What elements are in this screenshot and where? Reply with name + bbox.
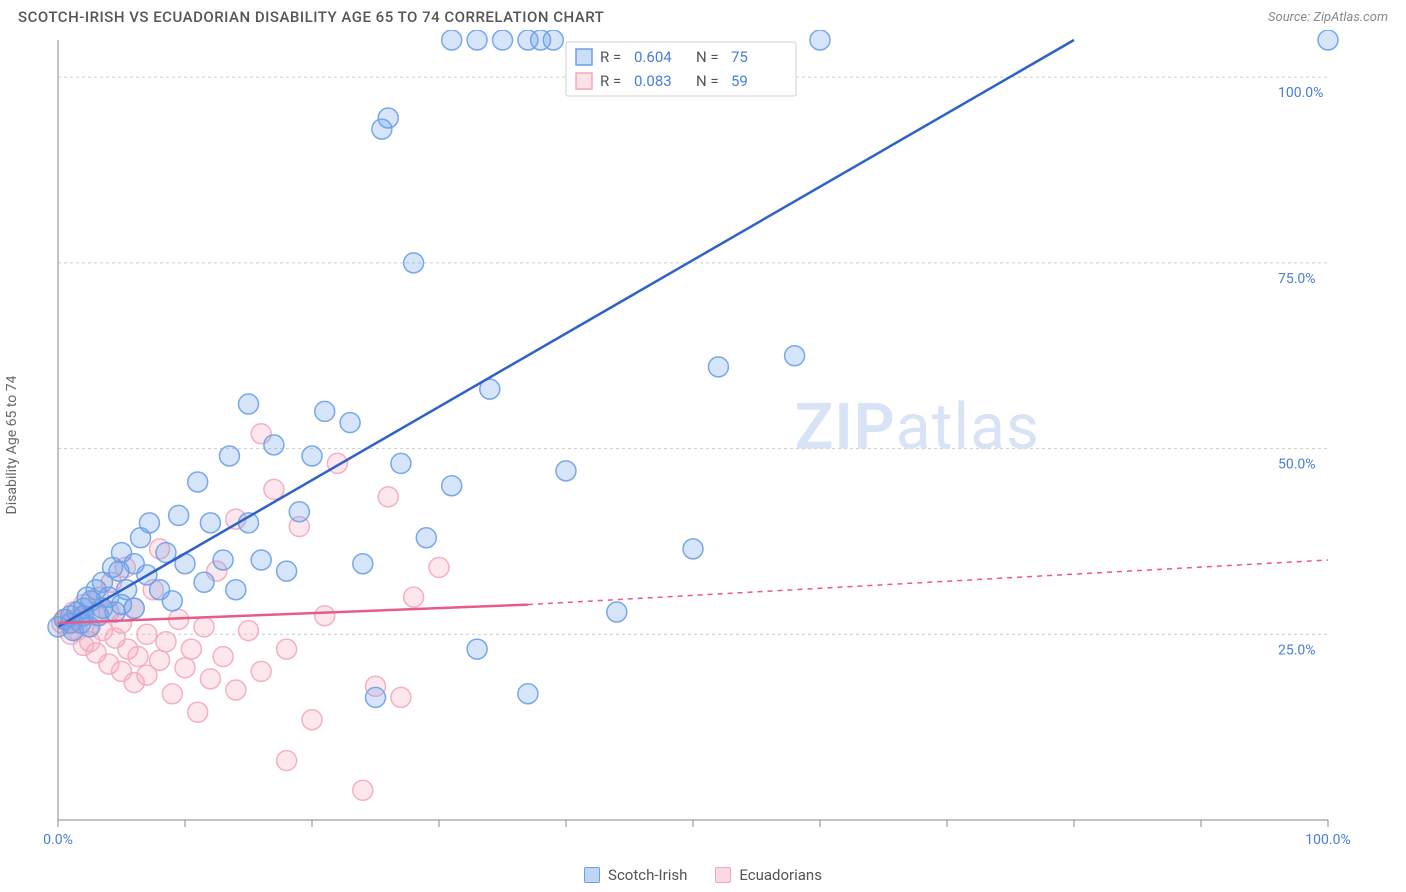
stats-n-label-a: N =	[696, 48, 719, 66]
stats-r-label-a: R =	[600, 48, 621, 66]
data-point	[467, 639, 487, 659]
data-point	[404, 253, 424, 273]
data-point	[518, 684, 538, 704]
data-point	[289, 502, 309, 522]
legend-label-b: Ecuadorians	[739, 866, 822, 884]
data-point	[429, 557, 449, 577]
source-name: ZipAtlas.com	[1313, 10, 1388, 25]
source: Source: ZipAtlas.com	[1268, 10, 1388, 25]
stats-swatch-a	[576, 49, 592, 65]
data-point	[378, 108, 398, 128]
y-tick-label: 75.0%	[1278, 271, 1316, 287]
data-point	[251, 550, 271, 570]
stats-r-value-a: 0.604	[634, 48, 672, 66]
legend-item-series-b: Ecuadorians	[715, 866, 822, 884]
y-tick-label: 100.0%	[1278, 85, 1323, 101]
data-point	[785, 346, 805, 366]
data-point	[315, 401, 335, 421]
data-point	[139, 513, 159, 533]
correlation-scatter-chart: 25.0% 50.0% 75.0% 100.0% ZIPatlas 0.0% 100.0% R…	[18, 30, 1388, 860]
data-point	[277, 751, 297, 771]
data-point	[264, 435, 284, 455]
data-point	[442, 30, 462, 50]
source-label: Source:	[1268, 10, 1310, 25]
legend-item-series-a: Scotch-Irish	[584, 866, 687, 884]
x-tick-label: 100.0%	[1305, 832, 1350, 848]
data-point	[194, 617, 214, 637]
stats-swatch-b	[576, 73, 592, 89]
data-point	[124, 598, 144, 618]
data-point	[200, 513, 220, 533]
data-point	[353, 780, 373, 800]
data-point	[188, 472, 208, 492]
data-point	[543, 30, 563, 50]
data-point	[219, 446, 239, 466]
data-point	[1318, 30, 1338, 50]
data-point	[137, 624, 157, 644]
data-point	[556, 461, 576, 481]
trend-line-a	[58, 40, 1074, 627]
data-point	[200, 669, 220, 689]
data-point	[226, 680, 246, 700]
data-point	[156, 632, 176, 652]
data-point	[277, 561, 297, 581]
data-point	[162, 591, 182, 611]
data-point	[181, 639, 201, 659]
data-point	[251, 661, 271, 681]
stats-r-label-b: R =	[600, 72, 621, 90]
data-point	[239, 621, 259, 641]
trend-line-b-ext	[528, 560, 1328, 605]
data-point	[391, 453, 411, 473]
data-point	[442, 476, 462, 496]
data-point	[213, 647, 233, 667]
legend-swatch-a	[584, 867, 600, 883]
data-point	[239, 394, 259, 414]
data-point	[213, 550, 233, 570]
data-point	[391, 687, 411, 707]
data-point	[315, 606, 335, 626]
y-axis-label: Disability Age 65 to 74	[4, 376, 20, 515]
data-point	[404, 587, 424, 607]
data-point	[150, 650, 170, 670]
watermark: ZIPatlas	[795, 390, 1040, 465]
data-point	[277, 639, 297, 659]
data-point	[467, 30, 487, 50]
data-point	[264, 479, 284, 499]
data-point	[340, 413, 360, 433]
stats-n-value-b: 59	[731, 72, 748, 90]
data-point	[128, 647, 148, 667]
data-point	[683, 539, 703, 559]
data-point	[194, 572, 214, 592]
data-point	[353, 554, 373, 574]
data-point	[175, 658, 195, 678]
chart-title: SCOTCH-IRISH VS ECUADORIAN DISABILITY AG…	[18, 8, 604, 26]
data-point	[188, 702, 208, 722]
data-point	[162, 684, 182, 704]
data-point	[416, 528, 436, 548]
data-point	[810, 30, 830, 50]
data-point	[366, 687, 386, 707]
x-tick-label: 0.0%	[43, 832, 73, 848]
y-tick-label: 50.0%	[1278, 457, 1316, 473]
data-point	[169, 505, 189, 525]
stats-n-value-a: 75	[731, 48, 748, 66]
stats-r-value-b: 0.083	[634, 72, 672, 90]
data-point	[302, 446, 322, 466]
data-point	[607, 602, 627, 622]
legend-label-a: Scotch-Irish	[608, 866, 687, 884]
legend-swatch-b	[715, 867, 731, 883]
data-point	[708, 357, 728, 377]
footer-legend: Scotch-Irish Ecuadorians	[0, 860, 1406, 884]
data-point	[493, 30, 513, 50]
data-point	[378, 487, 398, 507]
data-point	[302, 710, 322, 730]
stats-n-label-b: N =	[696, 72, 719, 90]
data-point	[226, 580, 246, 600]
y-tick-label: 25.0%	[1278, 642, 1316, 658]
